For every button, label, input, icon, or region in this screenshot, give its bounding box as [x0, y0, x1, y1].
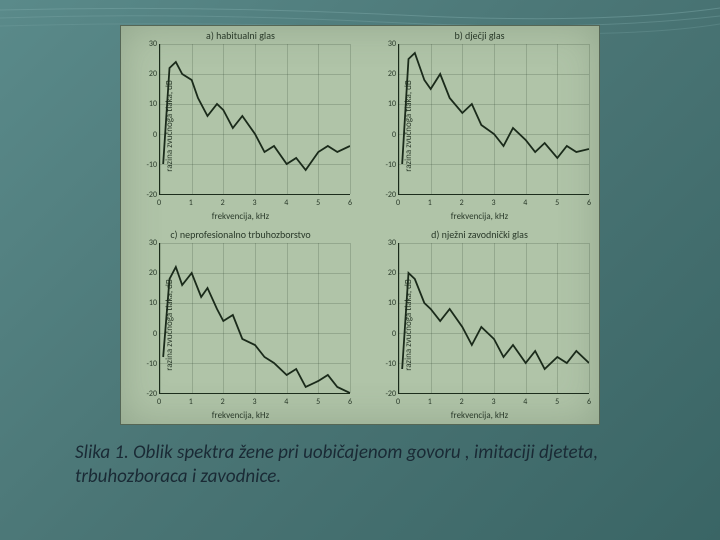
y-tick: 30: [143, 39, 157, 49]
plot-area: [159, 44, 350, 195]
y-tick: 0: [143, 329, 157, 339]
y-tick: -10: [143, 160, 157, 170]
x-tick: 1: [428, 397, 432, 407]
y-tick: 20: [382, 69, 396, 79]
x-tick: 0: [396, 397, 400, 407]
y-tick: 30: [143, 238, 157, 248]
y-tick: -20: [143, 190, 157, 200]
y-tick: 20: [382, 268, 396, 278]
y-tick: 0: [382, 329, 396, 339]
y-tick: 0: [143, 130, 157, 140]
y-tick: 30: [382, 39, 396, 49]
x-tick: 0: [396, 198, 400, 208]
y-tick: 20: [143, 268, 157, 278]
x-tick: 1: [428, 198, 432, 208]
spectrum-line: [160, 44, 350, 194]
x-axis-label: frekvencija, kHz: [360, 410, 599, 421]
chart-panel-1: b) dječji glasrazina zvučnoga tlaka, dBf…: [360, 26, 599, 225]
x-tick: 2: [460, 198, 464, 208]
spectrum-line: [399, 243, 589, 393]
x-tick: 4: [284, 198, 288, 208]
x-tick: 6: [348, 198, 352, 208]
x-tick: 4: [523, 198, 527, 208]
y-tick: 0: [382, 130, 396, 140]
x-tick: 6: [587, 198, 591, 208]
x-tick: 2: [221, 198, 225, 208]
figure-container: a) habitualni glasrazina zvučnoga tlaka,…: [120, 25, 600, 425]
x-tick: 3: [491, 397, 495, 407]
figure-caption: Slika 1. Oblik spektra žene pri uobičaje…: [75, 441, 645, 490]
y-tick: 10: [382, 99, 396, 109]
spectrum-line: [160, 243, 350, 393]
x-tick: 3: [491, 198, 495, 208]
x-tick: 5: [555, 397, 559, 407]
x-tick: 2: [221, 397, 225, 407]
x-tick: 4: [284, 397, 288, 407]
x-axis-label: frekvencija, kHz: [360, 211, 599, 222]
y-tick: -20: [143, 389, 157, 399]
x-tick: 3: [252, 397, 256, 407]
y-tick: 20: [143, 69, 157, 79]
y-tick: 10: [143, 99, 157, 109]
x-axis-label: frekvencija, kHz: [121, 410, 360, 421]
x-tick: 5: [316, 397, 320, 407]
y-tick: 30: [382, 238, 396, 248]
y-tick: -20: [382, 190, 396, 200]
y-tick: -10: [382, 359, 396, 369]
x-tick: 4: [523, 397, 527, 407]
chart-panel-0: a) habitualni glasrazina zvučnoga tlaka,…: [121, 26, 360, 225]
plot-area: [398, 44, 589, 195]
x-tick: 3: [252, 198, 256, 208]
y-tick: 10: [382, 298, 396, 308]
y-tick: -20: [382, 389, 396, 399]
x-tick: 0: [157, 198, 161, 208]
y-tick: -10: [143, 359, 157, 369]
x-tick: 6: [348, 397, 352, 407]
y-tick: -10: [382, 160, 396, 170]
x-tick: 0: [157, 397, 161, 407]
x-tick: 6: [587, 397, 591, 407]
x-axis-label: frekvencija, kHz: [121, 211, 360, 222]
x-tick: 2: [460, 397, 464, 407]
chart-panel-2: c) neprofesionalno trbuhozborstvorazina …: [121, 225, 360, 424]
x-tick: 5: [316, 198, 320, 208]
spectrum-line: [399, 44, 589, 194]
plot-area: [159, 243, 350, 394]
x-tick: 1: [189, 397, 193, 407]
plot-area: [398, 243, 589, 394]
x-tick: 5: [555, 198, 559, 208]
x-tick: 1: [189, 198, 193, 208]
chart-grid: a) habitualni glasrazina zvučnoga tlaka,…: [121, 26, 599, 424]
chart-panel-3: d) nježni zavodnički glasrazina zvučnoga…: [360, 225, 599, 424]
y-tick: 10: [143, 298, 157, 308]
